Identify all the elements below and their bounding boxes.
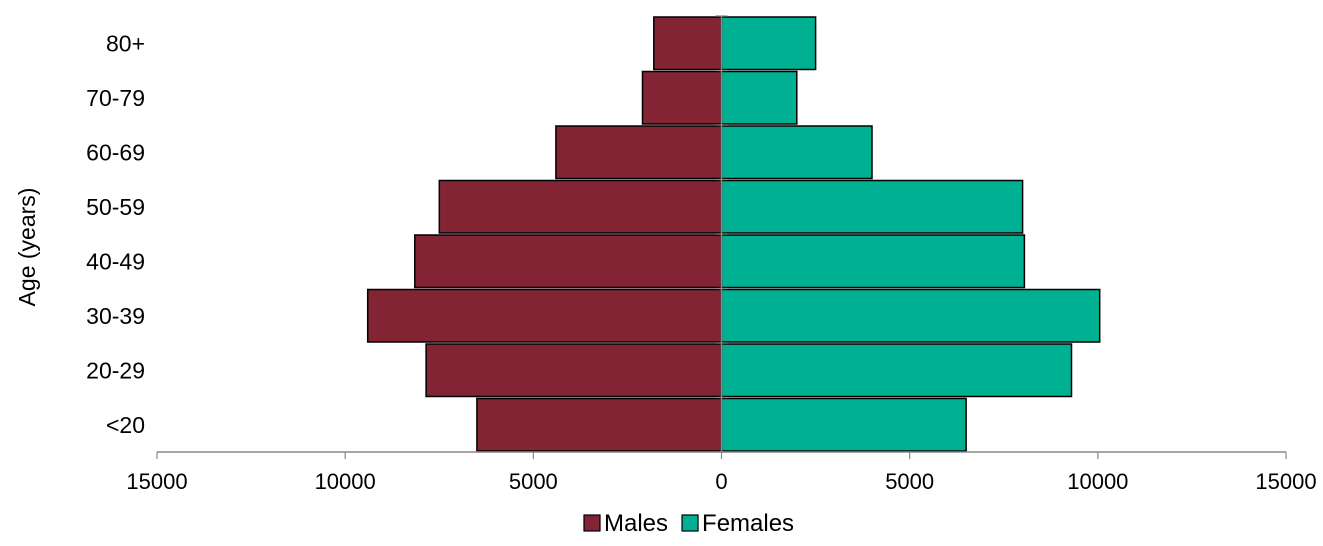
labels-layer: 15000 10000 5000 0 5000 10000 15000 <20 20-29 30-… [86, 30, 1316, 494]
category-label: 30-39 [86, 303, 145, 329]
legend-swatch-males [583, 514, 601, 532]
category-label: 50-59 [86, 194, 145, 220]
x-tick-label: 15000 [126, 469, 187, 494]
legend: Males Females [583, 510, 794, 537]
category-label: 60-69 [86, 139, 145, 165]
axes-layer [156, 15, 1287, 459]
bar-males-30-39 [366, 288, 723, 343]
bar-females-40-49 [720, 234, 1026, 289]
bar-females-80+ [720, 16, 817, 71]
bar-females-50-59 [720, 179, 1024, 234]
bar-males-40-49 [414, 234, 723, 289]
legend-label-females: Females [702, 510, 794, 537]
category-label: 80+ [106, 30, 145, 56]
x-tick-label: 15000 [1255, 469, 1316, 494]
legend-label-males: Males [604, 510, 668, 537]
bar-males-50-59 [438, 179, 723, 234]
legend-swatch-females [681, 514, 699, 532]
x-tick-label: 10000 [1067, 469, 1128, 494]
bar-males-20-29 [425, 343, 723, 398]
bar-females-20-29 [720, 343, 1073, 398]
bars-layer [366, 16, 1101, 452]
x-tick-label: 5000 [509, 469, 558, 494]
x-tick-label: 10000 [315, 469, 376, 494]
category-label: 40-49 [86, 248, 145, 274]
category-label: <20 [106, 412, 145, 438]
category-label: 70-79 [86, 85, 145, 111]
x-tick-label: 5000 [885, 469, 934, 494]
x-tick-label: 0 [715, 469, 727, 494]
bar-females-60-69 [720, 125, 873, 180]
bar-males-<20 [476, 397, 723, 452]
bar-females-70-79 [720, 70, 798, 125]
category-label: 20-29 [86, 357, 145, 383]
bar-males-60-69 [555, 125, 723, 180]
bar-males-80+ [653, 16, 723, 71]
bar-females-30-39 [720, 288, 1101, 343]
y-axis-title: Age (years) [14, 188, 40, 307]
bar-males-70-79 [641, 70, 723, 125]
bar-females-<20 [720, 397, 967, 452]
